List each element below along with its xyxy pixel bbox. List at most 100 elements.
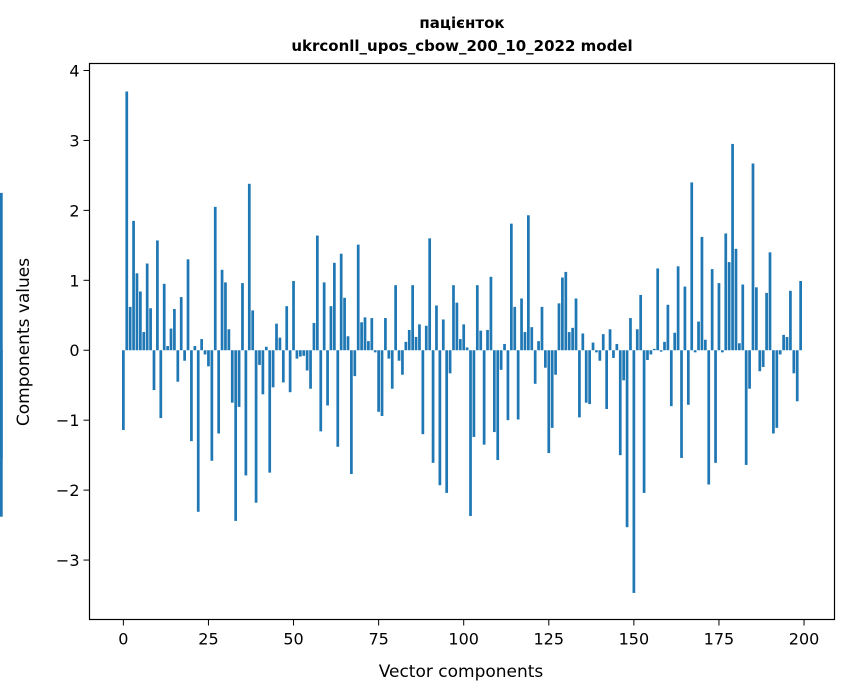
bar	[591, 342, 595, 351]
y-tick-label: −1	[56, 411, 80, 430]
bar	[496, 350, 500, 461]
bar	[537, 341, 540, 351]
bar	[775, 350, 779, 428]
bar	[152, 350, 156, 391]
bar	[561, 277, 564, 351]
bar	[792, 350, 796, 374]
bar	[738, 343, 741, 351]
bar	[741, 284, 745, 351]
x-axis: 0 25 50 75 100 125 150 175 200	[118, 619, 819, 649]
bar	[489, 276, 493, 351]
bar	[615, 343, 619, 351]
bar	[251, 310, 255, 351]
bar	[523, 332, 527, 351]
bar	[210, 350, 214, 461]
bar	[258, 350, 261, 365]
bar	[145, 263, 149, 351]
bar	[156, 240, 159, 351]
bar	[431, 350, 435, 463]
bar	[139, 291, 142, 351]
bar	[384, 318, 387, 351]
bar	[346, 336, 350, 351]
bar	[465, 347, 469, 351]
bar	[513, 306, 517, 351]
bar	[680, 350, 683, 458]
bar	[608, 329, 612, 351]
bar	[319, 350, 323, 432]
bar	[690, 182, 694, 351]
bar	[564, 271, 568, 351]
bar	[499, 350, 503, 370]
bar	[666, 304, 670, 351]
bar	[261, 350, 265, 395]
bar	[292, 281, 295, 351]
x-tick-label: 100	[448, 630, 479, 649]
bar	[601, 334, 605, 351]
bar	[486, 329, 489, 351]
bar	[220, 269, 224, 351]
bar	[567, 332, 571, 351]
bar	[789, 290, 792, 351]
bar	[128, 306, 132, 351]
bar	[390, 350, 394, 389]
bar	[598, 350, 602, 361]
y-tick-label: 1	[69, 271, 79, 290]
bar	[751, 163, 755, 351]
bar	[360, 322, 363, 351]
bar	[673, 332, 677, 351]
bar	[625, 350, 629, 528]
bar	[135, 273, 139, 351]
bar	[506, 350, 510, 421]
bar	[462, 324, 466, 351]
bar	[649, 350, 653, 355]
bar	[799, 281, 802, 351]
bar	[595, 350, 598, 353]
bar	[578, 350, 581, 418]
bar	[693, 350, 697, 353]
bar	[540, 306, 544, 351]
bar	[509, 223, 513, 351]
bar	[244, 350, 248, 476]
y-tick-label: 0	[69, 341, 79, 360]
bar	[0, 192, 3, 351]
bar	[411, 285, 415, 351]
bar	[132, 220, 135, 351]
bar	[173, 308, 176, 351]
bar	[571, 327, 574, 351]
bar	[350, 350, 353, 475]
bar	[700, 236, 704, 351]
bar	[312, 322, 316, 351]
bar	[414, 336, 418, 351]
bar	[333, 262, 336, 351]
bar	[503, 343, 506, 351]
bar	[159, 350, 163, 419]
bar	[656, 268, 660, 351]
bar	[669, 350, 673, 407]
bar	[530, 327, 534, 351]
bar	[527, 215, 530, 351]
bar	[761, 350, 765, 368]
bar	[309, 350, 312, 389]
bar	[734, 248, 738, 351]
bar	[142, 332, 146, 351]
x-axis-label: Vector components	[379, 662, 544, 682]
bar	[622, 350, 626, 381]
bar	[213, 206, 217, 351]
bar	[550, 350, 554, 428]
bar	[288, 350, 292, 393]
bar	[703, 339, 707, 351]
bar	[224, 282, 227, 351]
bar	[207, 350, 210, 367]
bar	[659, 350, 663, 352]
bar	[162, 283, 166, 351]
bar	[264, 346, 268, 351]
bar	[639, 294, 643, 351]
bar	[768, 252, 772, 351]
bar	[418, 324, 421, 351]
bar	[166, 346, 169, 351]
bar	[697, 321, 700, 351]
bar	[373, 350, 377, 353]
bar	[574, 298, 578, 351]
bar	[285, 306, 289, 351]
